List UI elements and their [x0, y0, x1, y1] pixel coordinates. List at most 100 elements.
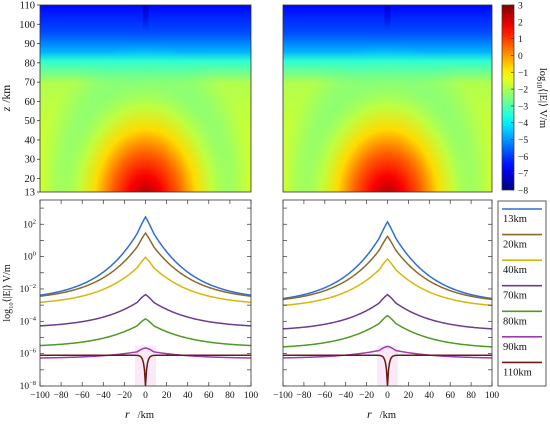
y-axis-rest: ⟨|E|⟩ V/m: [2, 264, 13, 302]
heatmap-frame: [282, 4, 493, 193]
y-tick-base: 10: [20, 382, 30, 392]
heatmap-right: [282, 4, 493, 193]
x-tick-label: −100: [30, 391, 50, 401]
x-axis-unit: /km: [380, 410, 396, 421]
y-tick-label: 10−8: [20, 380, 36, 392]
heatmap-frame: [39, 4, 252, 193]
colorbar-label-sub: 10: [535, 81, 543, 89]
series-line-20km: [282, 235, 493, 301]
legend: 13km 20km 40km 70km 80km 90km 110km: [497, 200, 547, 387]
y-tick-label: 50: [25, 116, 36, 127]
legend-box: [497, 200, 547, 387]
series-line-70km: [282, 293, 493, 330]
colorbar-tick-label: −4: [518, 119, 528, 129]
legend-label: 13km: [503, 214, 527, 225]
heatmap-field: [283, 5, 492, 192]
x-tick-label: 100: [244, 391, 259, 401]
y-tick-label: 13: [25, 188, 36, 199]
x-tick-label: 80: [466, 391, 476, 401]
y-tick-label: 90: [25, 39, 36, 50]
heatmap-column: [142, 5, 149, 31]
colorbar-label-rest: ⟨|E|⟩ V/m: [537, 88, 549, 128]
heatmap-field: [40, 5, 251, 192]
series-line-90km: [282, 345, 493, 359]
y-tick-exp: −4: [29, 315, 37, 322]
x-tick-label: 100: [485, 391, 500, 401]
y-tick-label: 100: [19, 20, 35, 31]
x-tick-label: −80: [54, 391, 69, 401]
heatmap-column: [384, 5, 391, 31]
y-tick-label: 40: [25, 135, 36, 146]
x-axis-label: r/km: [125, 407, 154, 421]
y-axis-label: log10⟨|E|⟩ V/m: [2, 264, 15, 322]
legend-label: 80km: [503, 316, 527, 327]
y-tick-label: 20: [25, 174, 36, 185]
x-axis-label: r/km: [367, 407, 396, 421]
y-tick-label: 102: [23, 218, 36, 230]
y-tick-label: 110: [20, 1, 35, 12]
colorbar-tick-label: −7: [518, 170, 528, 180]
x-tick-label: 0: [385, 391, 390, 401]
colorbar-label: log10⟨|E|⟩ V/m: [535, 68, 549, 128]
y-axis-label: z/km: [1, 85, 13, 112]
line-chart-left: −100 −80 −60 −40 −20 0 20 40 60 80 100r/km10210010…: [2, 199, 259, 421]
colorbar-tick-label: 3: [518, 2, 523, 12]
x-axis-unit: /km: [138, 410, 154, 421]
series-line-70km: [39, 293, 252, 327]
y-axis-symbol: z: [1, 106, 13, 112]
colorbar-tick-label: −2: [518, 86, 528, 96]
x-tick-label: −40: [338, 391, 353, 401]
x-axis-symbol: r: [367, 407, 372, 421]
legend-label: 70km: [503, 291, 527, 302]
x-tick-label: 80: [225, 391, 235, 401]
colorbar-tick-label: 2: [518, 18, 523, 28]
y-tick-base: 10: [20, 285, 30, 295]
series-line-90km: [39, 347, 252, 359]
y-tick-exp: 0: [33, 251, 36, 258]
y-axis-log: log: [2, 309, 13, 322]
x-tick-label: 40: [183, 391, 193, 401]
legend-label: 110km: [503, 367, 532, 378]
colorbar-tick-label: −3: [518, 102, 528, 112]
legend-label: 20km: [503, 240, 527, 251]
x-axis-symbol: r: [125, 407, 130, 421]
colorbar-label-log: log: [537, 68, 548, 82]
y-axis-sub: 10: [8, 302, 15, 309]
y-tick-label: 80: [25, 58, 36, 69]
y-tick-base: 10: [23, 253, 33, 263]
x-tick-label: −40: [96, 391, 111, 401]
colorbar-tick-label: 1: [518, 35, 523, 45]
x-tick-label: 20: [404, 391, 414, 401]
x-tick-label: 0: [143, 391, 148, 401]
x-tick-label: 40: [425, 391, 435, 401]
x-tick-label: 60: [445, 391, 455, 401]
y-tick-label: 60: [25, 97, 36, 108]
colorbar-tick-label: −8: [518, 187, 528, 197]
x-tick-label: −60: [75, 391, 90, 401]
series-line-80km: [282, 314, 493, 348]
y-tick-base: 10: [20, 350, 30, 360]
y-tick-exp: −8: [29, 380, 36, 387]
colorbar-tick-label: 0: [518, 52, 523, 62]
legend-label: 40km: [503, 265, 527, 276]
y-tick-exp: 2: [33, 218, 36, 225]
x-tick-label: −80: [296, 391, 311, 401]
y-tick-exp: −6: [29, 348, 37, 355]
x-tick-label: 60: [204, 391, 214, 401]
x-tick-label: −60: [317, 391, 332, 401]
y-tick-base: 10: [23, 220, 33, 230]
y-tick-label: 10−4: [20, 315, 37, 327]
y-tick-label: 70: [25, 78, 36, 89]
y-tick-label: 10−2: [20, 283, 36, 295]
y-tick-label: 30: [25, 155, 36, 166]
series-line-80km: [39, 318, 252, 347]
x-tick-label: 20: [162, 391, 172, 401]
x-tick-label: −20: [117, 391, 132, 401]
line-chart-right: −100 −80 −60 −40 −20 0 20 40 60 80 100 r/km: [273, 199, 500, 421]
y-tick-exp: −2: [29, 283, 36, 290]
colorbar-tick-label: −5: [518, 136, 528, 146]
series-line-13km: [39, 215, 252, 296]
series-line-20km: [39, 231, 252, 297]
